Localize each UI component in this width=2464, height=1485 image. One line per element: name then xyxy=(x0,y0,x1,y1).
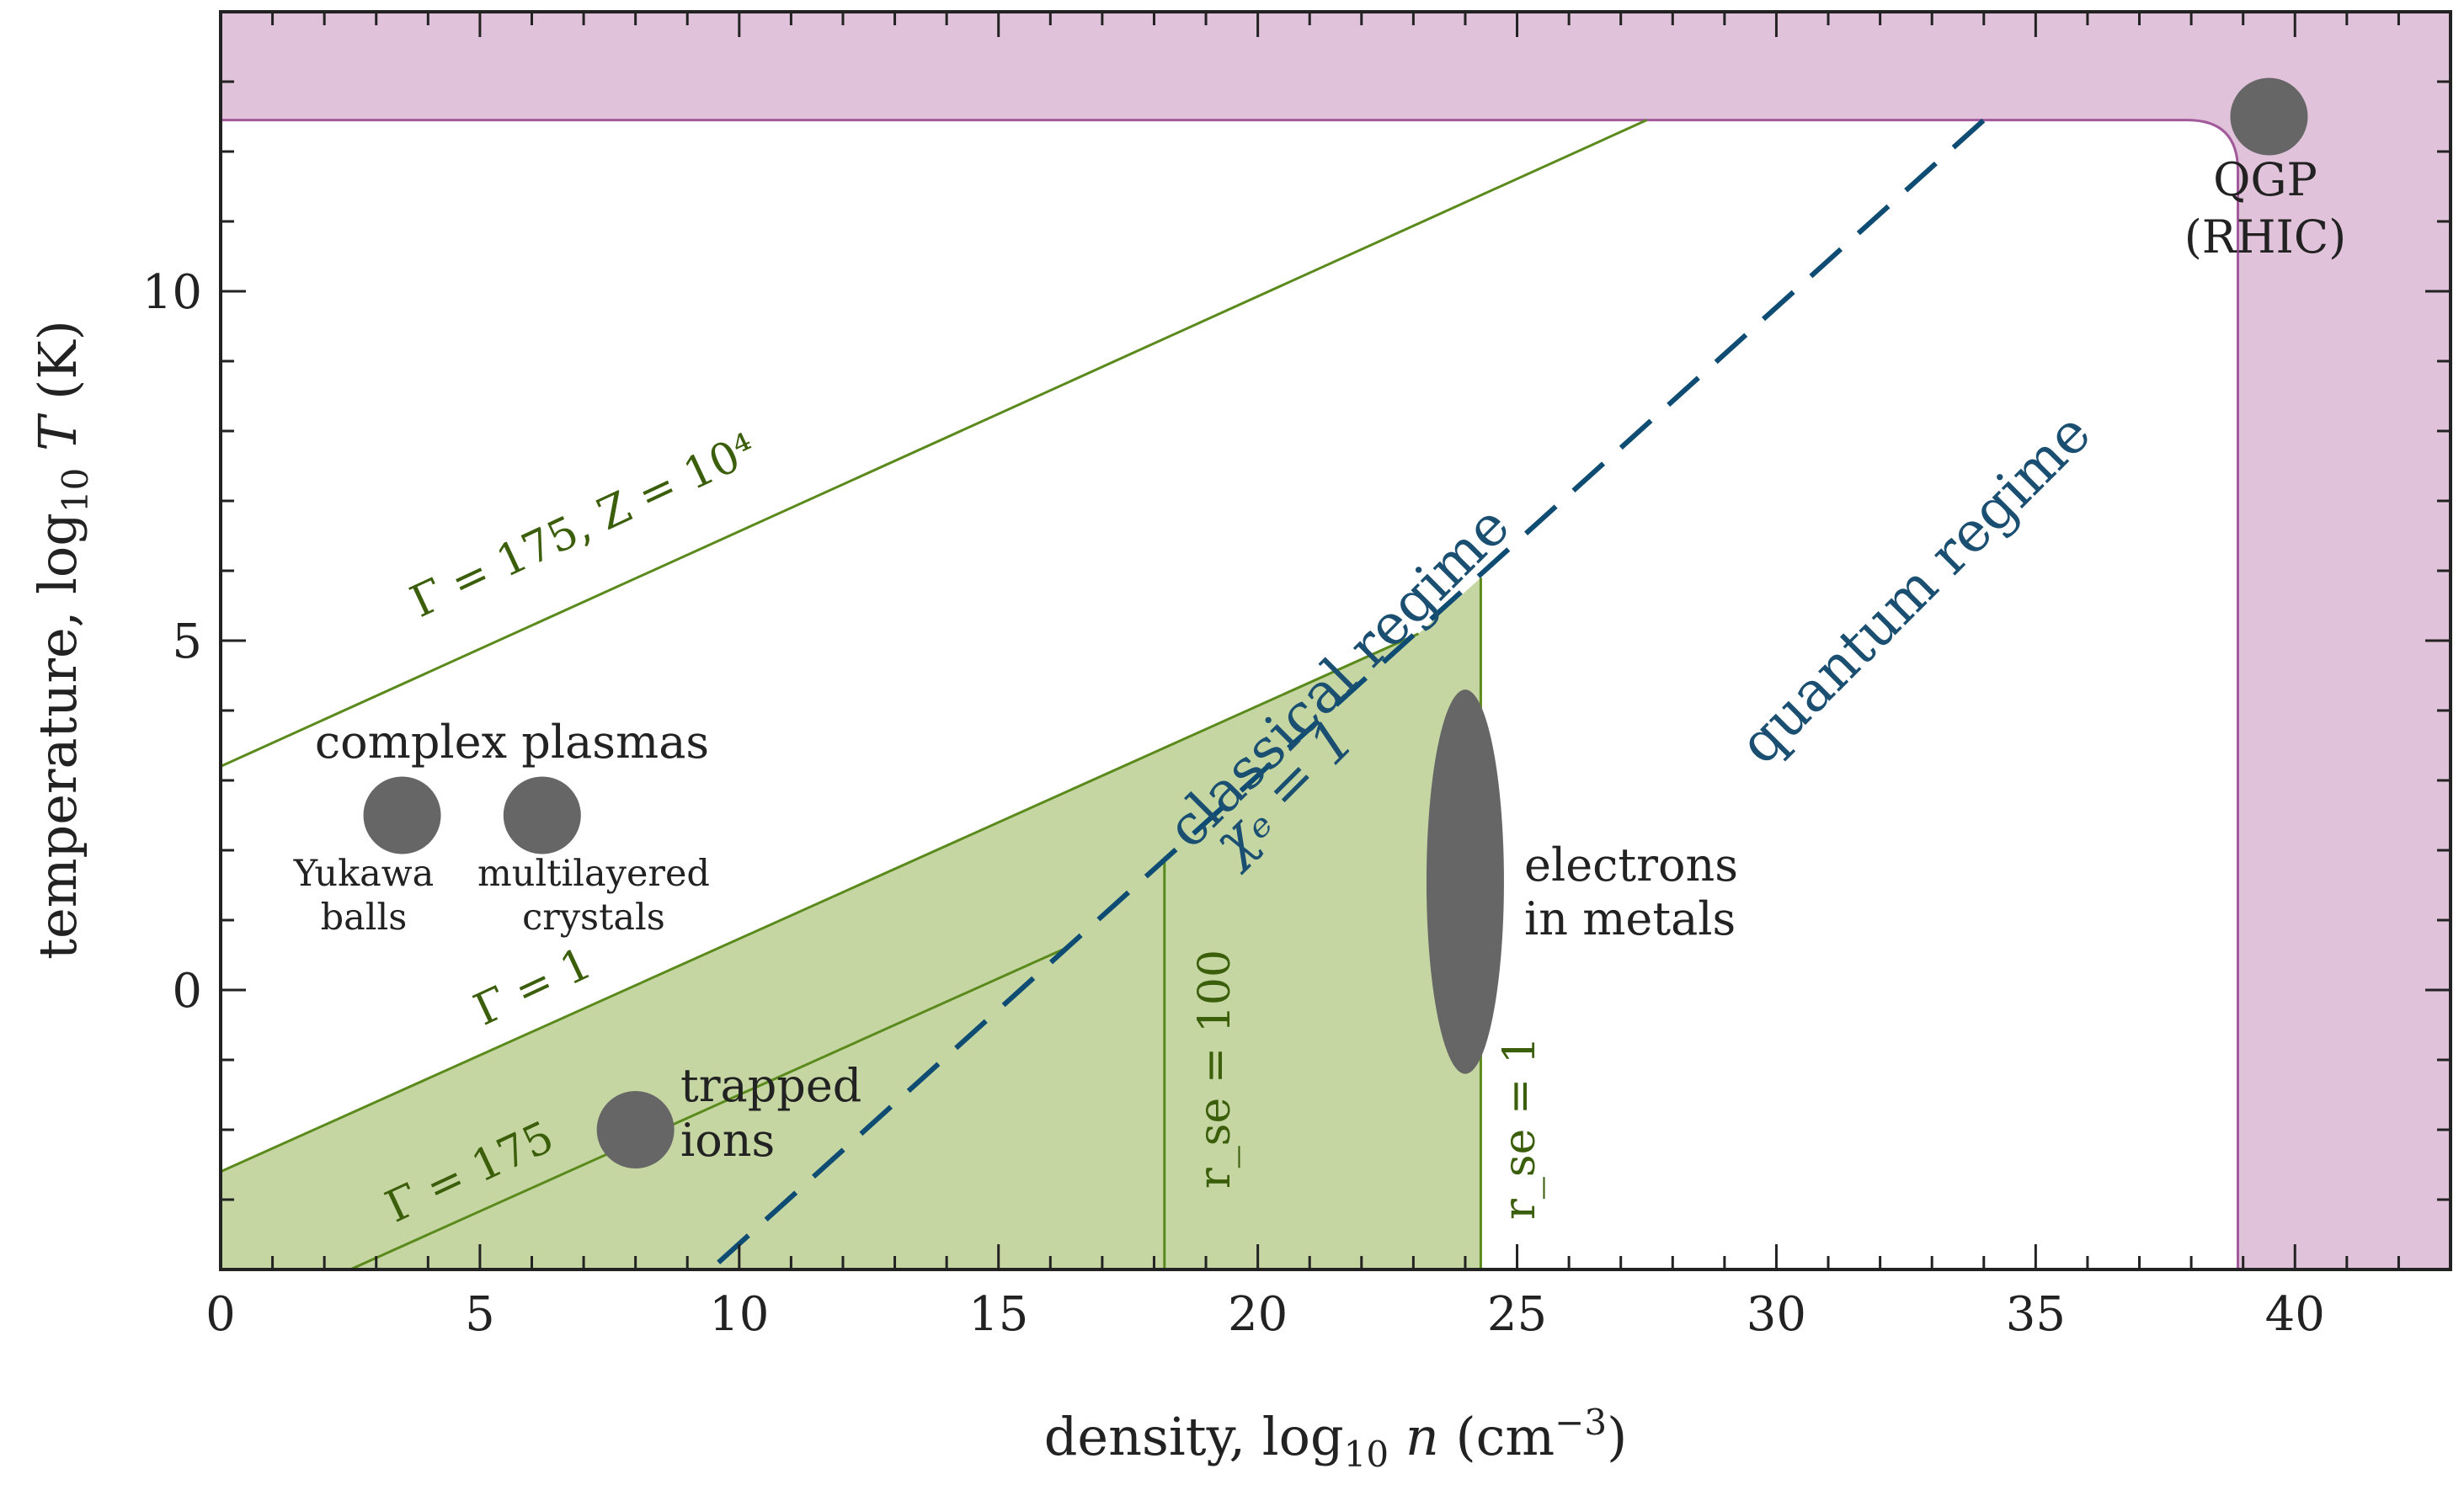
x-tick-label: 0 xyxy=(205,1287,236,1342)
electrons-label-line1: electrons xyxy=(1524,838,1738,892)
x-tick-label: 10 xyxy=(709,1287,769,1342)
y-tick-label: 5 xyxy=(172,615,202,669)
gamma-1-line xyxy=(221,632,1420,1174)
trapped-label-line2: ions xyxy=(680,1114,775,1167)
axis-ticks xyxy=(219,10,2452,1271)
qgp-marker xyxy=(2230,77,2308,156)
multilayered-crystals-marker xyxy=(503,776,581,854)
trapped-label-line1: trapped xyxy=(680,1059,861,1112)
yukawa-label-line2: balls xyxy=(321,897,408,939)
qgp-rhic-label: (RHIC) xyxy=(2184,210,2347,263)
complex-plasmas-label: complex plasmas xyxy=(315,716,709,769)
yukawa-balls-marker xyxy=(363,776,441,854)
trapped-ions-marker xyxy=(596,1091,675,1168)
electrons-in-metals-marker xyxy=(1426,689,1504,1074)
tick-labels: 0 5 10 15 20 25 30 35 40 0 5 10 xyxy=(142,265,2325,1342)
x-tick-label: 25 xyxy=(1487,1287,1547,1342)
x-tick-label: 30 xyxy=(1747,1287,1806,1342)
chi-e-1-dashed-line xyxy=(717,118,1986,1264)
x-tick-label: 15 xyxy=(968,1287,1028,1342)
rse-1-label: r_se = 1 xyxy=(1495,1036,1545,1220)
gamma-175-z-line xyxy=(221,119,1648,768)
rse-100-label: r_se = 100 xyxy=(1190,950,1240,1189)
qgp-band xyxy=(221,12,2451,1269)
multilayered-label-line2: crystals xyxy=(522,897,665,939)
x-tick-label: 20 xyxy=(1228,1287,1288,1342)
y-tick-label: 0 xyxy=(172,964,202,1019)
electrons-label-line2: in metals xyxy=(1524,892,1736,945)
multilayered-label-line1: multilayered xyxy=(477,853,710,895)
quantum-regime-label: quantum regime xyxy=(1727,401,2104,777)
y-axis-title: temperature, log10 T (K) xyxy=(27,320,96,960)
gamma-175-line xyxy=(349,946,1067,1269)
x-tick-label: 40 xyxy=(2265,1287,2325,1342)
plot-area xyxy=(221,12,2451,1269)
qgp-label: QGP xyxy=(2213,153,2317,206)
yukawa-label-line1: Yukawa xyxy=(293,853,434,895)
strongly-coupled-region xyxy=(221,578,1481,1269)
x-tick-label: 5 xyxy=(465,1287,495,1342)
x-tick-label: 35 xyxy=(2006,1287,2066,1342)
x-axis-title: density, log10 n (cm−3) xyxy=(1044,1402,1628,1475)
y-tick-label: 10 xyxy=(142,265,202,320)
gamma-175-z-label: Γ = 175, Z = 10⁴ xyxy=(403,423,764,627)
